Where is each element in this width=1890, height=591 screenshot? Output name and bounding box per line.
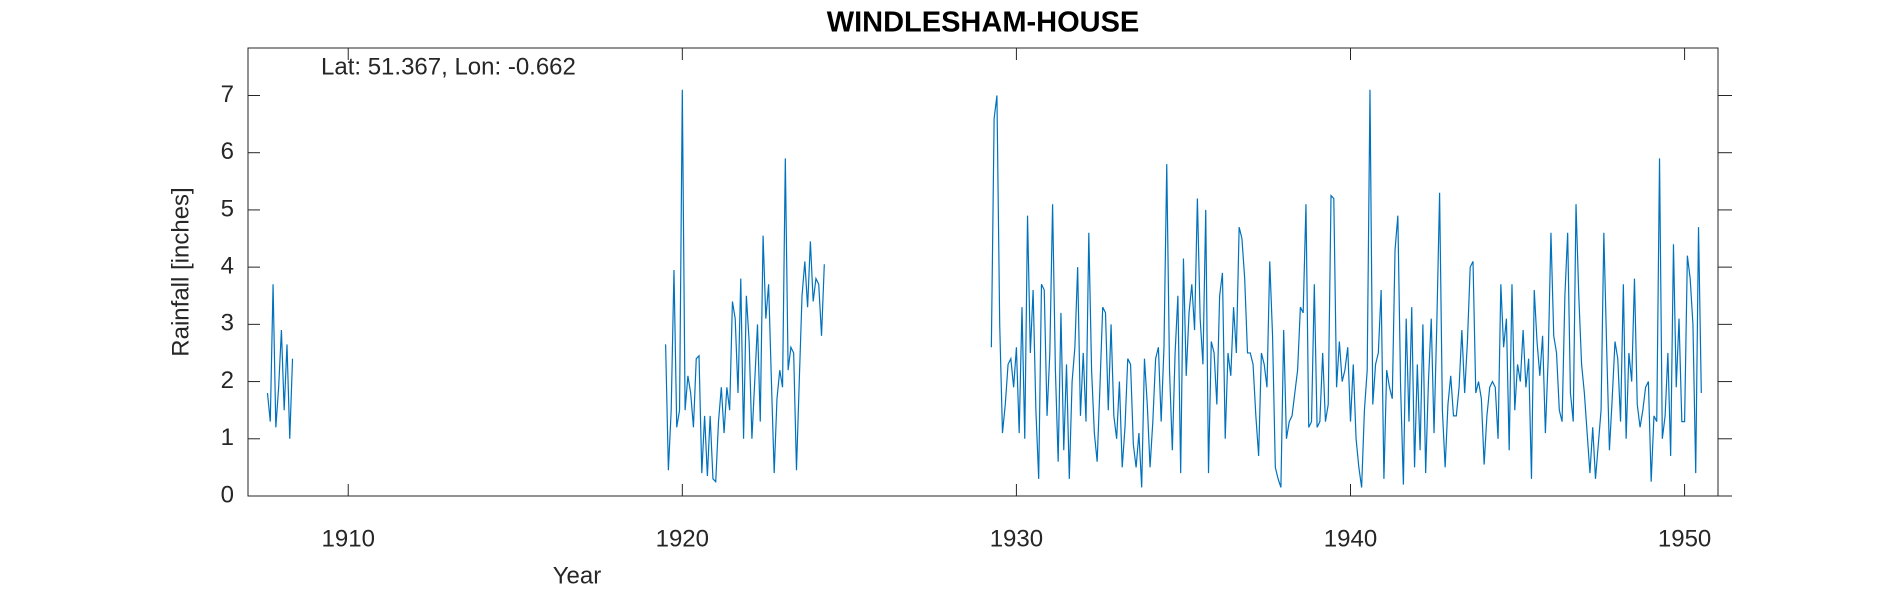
y-tick-label: 7 xyxy=(221,81,234,108)
y-tick-label: 5 xyxy=(221,195,234,222)
annotation: Lat: 51.367, Lon: -0.662 xyxy=(321,53,576,80)
x-tick-label: 1910 xyxy=(322,525,375,552)
y-tick-label: 3 xyxy=(221,310,234,337)
y-tick-label: 4 xyxy=(221,252,234,279)
rainfall-line xyxy=(266,89,1702,488)
x-tick-label: 1950 xyxy=(1658,525,1711,552)
y-tick-label: 1 xyxy=(221,424,234,451)
y-tick-label: 0 xyxy=(221,481,234,508)
y-axis-label: Rainfall [inches] xyxy=(167,187,194,356)
chart-title: WINDLESHAM-HOUSE xyxy=(827,7,1140,39)
x-tick-label: 1940 xyxy=(1324,525,1377,552)
x-axis-label: Year xyxy=(553,562,602,589)
x-tick-label: 1930 xyxy=(990,525,1043,552)
x-tick-label: 1920 xyxy=(656,525,709,552)
y-tick-label: 6 xyxy=(221,138,234,165)
y-tick-label: 2 xyxy=(221,367,234,394)
plot-area xyxy=(247,47,1719,497)
